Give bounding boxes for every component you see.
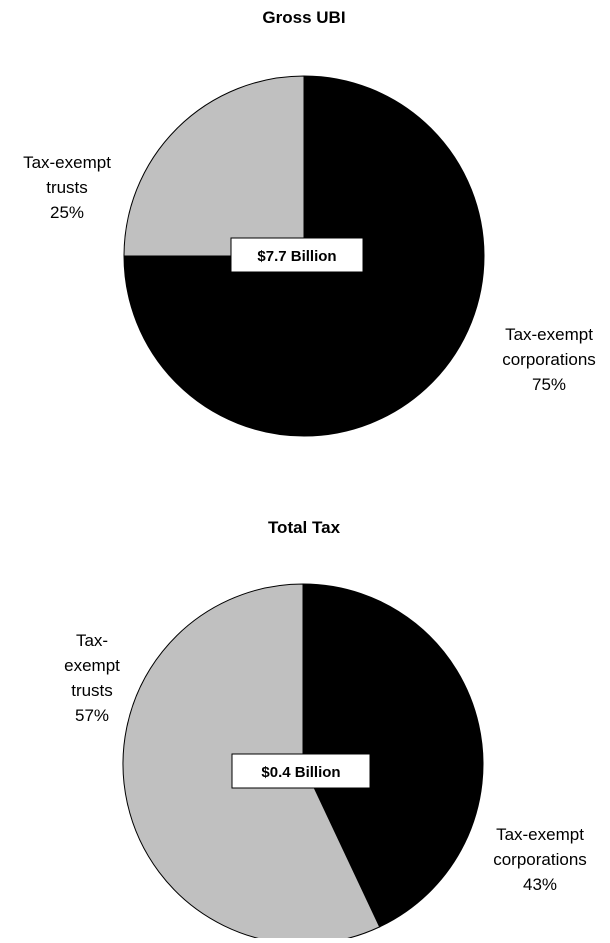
pie-chart-total-tax: Total Tax Tax-exempt corporations 43% Ta…: [64, 518, 587, 943]
pie-chart-gross-ubi: Gross UBI Tax-exempt corporations 75% Ta…: [23, 8, 596, 437]
slice-label-line: 43%: [523, 875, 557, 894]
slice-label-line: Tax-exempt: [496, 825, 584, 844]
slice-label-line: 75%: [532, 375, 566, 394]
slice-label-corporations: Tax-exempt corporations 75%: [502, 325, 596, 394]
slice-label-line: corporations: [502, 350, 596, 369]
pie-slices: [123, 75, 485, 437]
center-label-box: $0.4 Billion: [231, 753, 371, 789]
slice-label-trusts: Tax-exempt trusts 25%: [23, 153, 111, 222]
slice-label-line: corporations: [493, 850, 587, 869]
slice-label-trusts: Tax- exempt trusts 57%: [64, 631, 120, 725]
slice-label-corporations: Tax-exempt corporations 43%: [493, 825, 587, 894]
pie-slice-0: [302, 583, 484, 928]
slice-label-line: Tax-exempt: [23, 153, 111, 172]
center-label: $7.7 Billion: [257, 248, 336, 265]
slice-label-line: 57%: [75, 706, 109, 725]
slice-label-line: trusts: [71, 681, 113, 700]
chart-title: Total Tax: [268, 518, 341, 537]
slice-label-line: trusts: [46, 178, 88, 197]
center-label: $0.4 Billion: [261, 764, 340, 781]
chart-title: Gross UBI: [262, 8, 345, 27]
slice-label-line: exempt: [64, 656, 120, 675]
slice-label-line: Tax-exempt: [505, 325, 593, 344]
pie-slice-0: [123, 75, 485, 437]
center-label-box: $7.7 Billion: [230, 237, 364, 273]
slice-label-line: 25%: [50, 203, 84, 222]
slice-label-line: Tax-: [76, 631, 108, 650]
pie-slice-1: [123, 75, 305, 257]
